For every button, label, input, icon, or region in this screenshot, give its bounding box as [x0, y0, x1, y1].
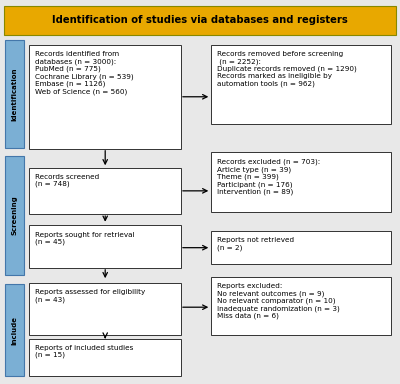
Text: Records excluded (n = 703):
Article type (n = 39)
Theme (n = 399)
Participant (n: Records excluded (n = 703): Article type…: [217, 159, 320, 195]
FancyBboxPatch shape: [29, 45, 181, 149]
FancyBboxPatch shape: [29, 225, 181, 268]
FancyBboxPatch shape: [29, 168, 181, 214]
Text: Reports excluded:
No relevant outcomes (n = 9)
No relevant comparator (n = 10)
I: Reports excluded: No relevant outcomes (…: [217, 283, 340, 319]
Text: Reports assessed for eligibility
(n = 43): Reports assessed for eligibility (n = 43…: [35, 289, 145, 303]
FancyBboxPatch shape: [211, 231, 391, 264]
Text: Identification of studies via databases and registers: Identification of studies via databases …: [52, 15, 348, 25]
Text: Screening: Screening: [11, 195, 18, 235]
Text: Include: Include: [12, 316, 18, 345]
FancyBboxPatch shape: [5, 40, 24, 148]
FancyBboxPatch shape: [211, 45, 391, 124]
Text: Identification: Identification: [11, 67, 18, 121]
Text: Records removed before screening
 (n = 2252):
Duplicate records removed (n = 129: Records removed before screening (n = 22…: [217, 51, 356, 86]
Text: Reports not retrieved
(n = 2): Reports not retrieved (n = 2): [217, 237, 294, 251]
FancyBboxPatch shape: [5, 156, 24, 275]
Text: Records screened
(n = 748): Records screened (n = 748): [35, 174, 99, 187]
Text: Records identified from
databases (n = 3000):
PubMed (n = 775)
Cochrane Library : Records identified from databases (n = 3…: [35, 51, 134, 94]
Text: Reports of included studies
(n = 15): Reports of included studies (n = 15): [35, 345, 133, 358]
FancyBboxPatch shape: [211, 152, 391, 212]
FancyBboxPatch shape: [29, 283, 181, 335]
Text: Reports sought for retrieval
(n = 45): Reports sought for retrieval (n = 45): [35, 232, 134, 245]
FancyBboxPatch shape: [4, 6, 396, 35]
FancyBboxPatch shape: [211, 277, 391, 335]
FancyBboxPatch shape: [29, 339, 181, 376]
FancyBboxPatch shape: [5, 284, 24, 376]
